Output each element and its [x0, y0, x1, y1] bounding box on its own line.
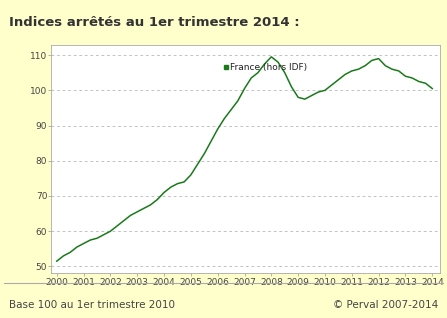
Text: Base 100 au 1er trimestre 2010: Base 100 au 1er trimestre 2010: [9, 300, 175, 310]
Text: France (hors IDF): France (hors IDF): [230, 63, 307, 72]
Text: © Perval 2007-2014: © Perval 2007-2014: [333, 300, 438, 310]
Text: Indices arrêtés au 1er trimestre 2014 :: Indices arrêtés au 1er trimestre 2014 :: [9, 17, 299, 29]
